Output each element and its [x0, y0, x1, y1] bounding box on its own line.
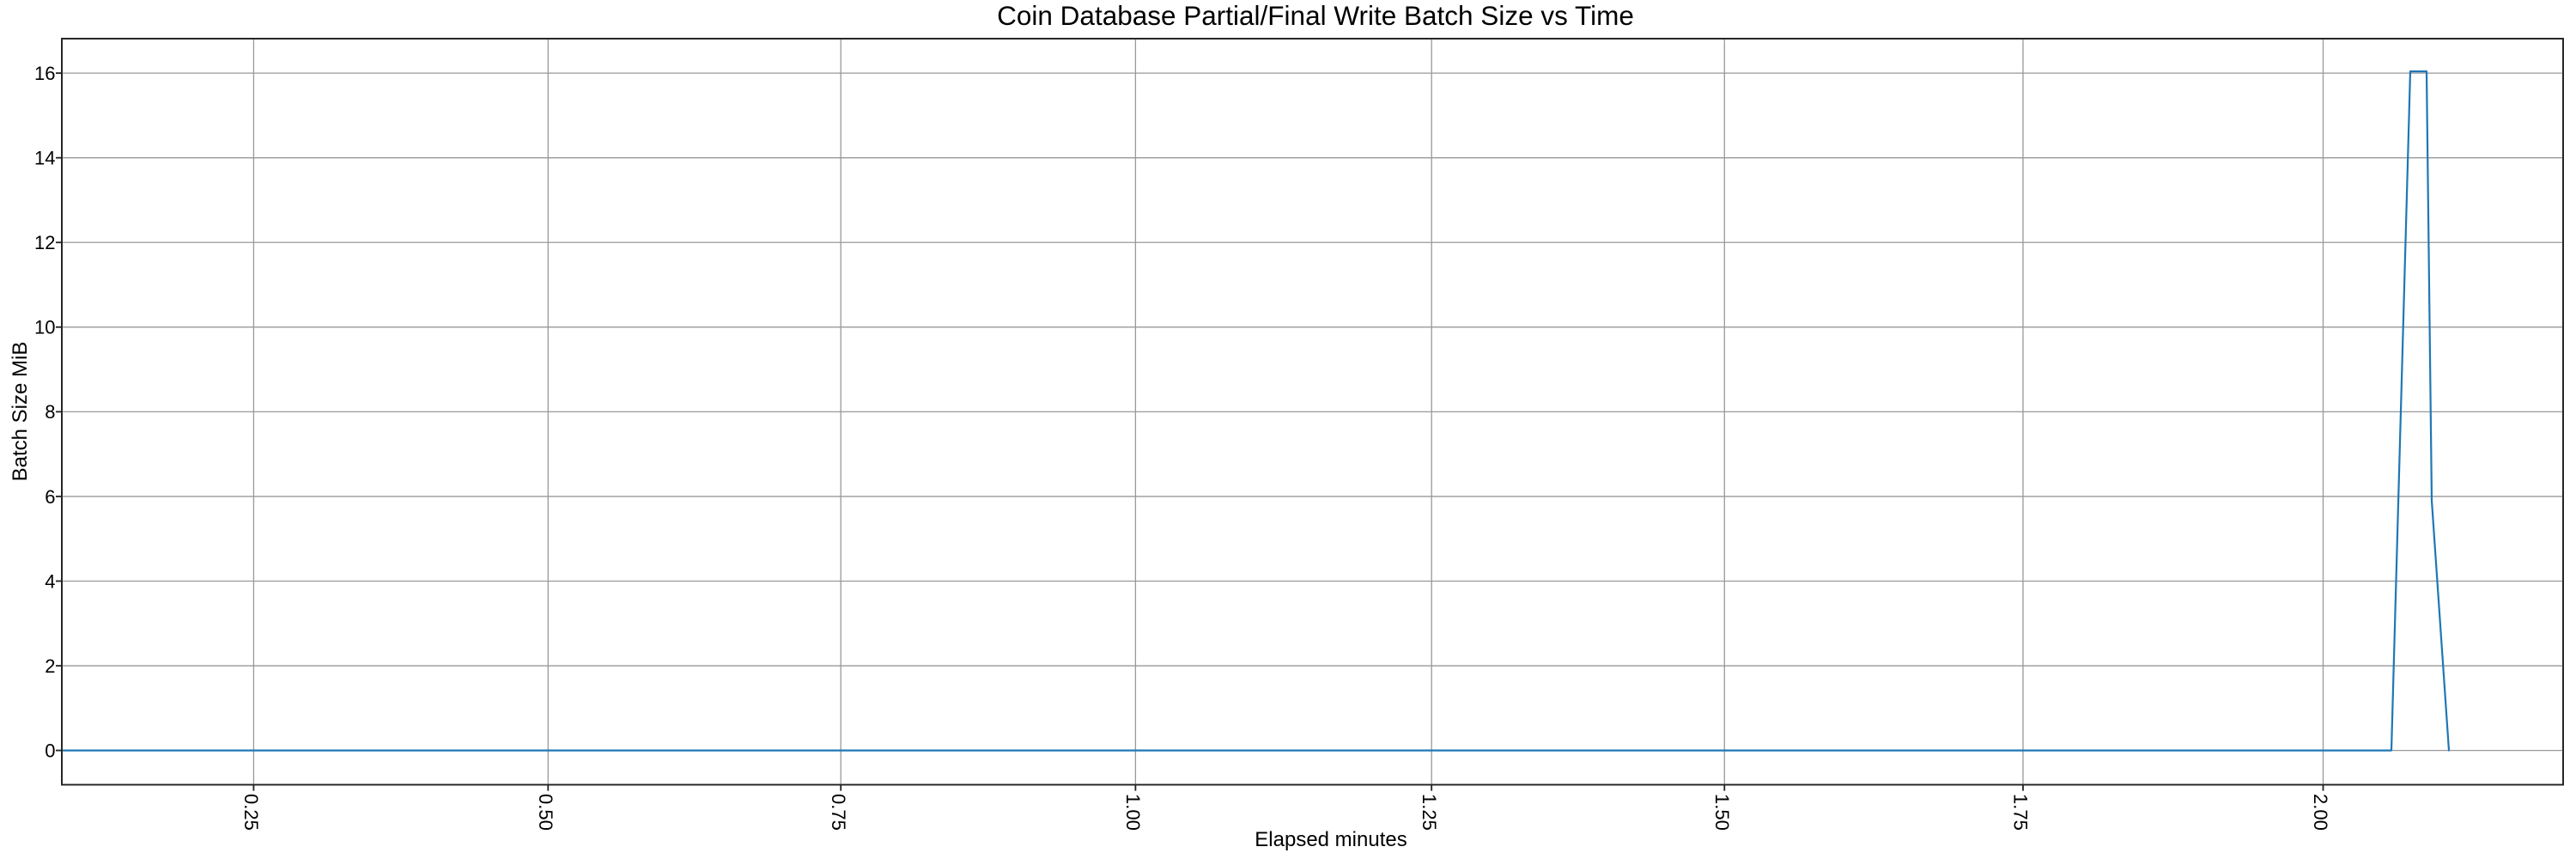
svg-text:0.75: 0.75	[828, 794, 849, 831]
svg-text:12: 12	[34, 232, 55, 253]
svg-text:0.50: 0.50	[535, 794, 556, 831]
svg-text:Elapsed minutes: Elapsed minutes	[1255, 828, 1406, 851]
svg-text:16: 16	[34, 63, 55, 84]
svg-text:1.25: 1.25	[1419, 794, 1440, 831]
svg-text:Batch Size MiB: Batch Size MiB	[9, 342, 32, 482]
svg-text:14: 14	[34, 148, 55, 169]
svg-text:8: 8	[45, 401, 55, 423]
svg-text:0: 0	[45, 740, 55, 762]
svg-text:Coin Database Partial/Final Wr: Coin Database Partial/Final Write Batch …	[997, 0, 1634, 31]
svg-text:1.75: 1.75	[2010, 794, 2032, 831]
svg-text:2.00: 2.00	[2310, 794, 2331, 831]
svg-text:0.25: 0.25	[240, 794, 262, 831]
svg-text:6: 6	[45, 486, 55, 508]
svg-text:10: 10	[34, 317, 55, 338]
svg-text:1.00: 1.00	[1122, 794, 1144, 831]
svg-text:1.50: 1.50	[1711, 794, 1733, 831]
svg-text:2: 2	[45, 655, 55, 677]
svg-text:4: 4	[45, 570, 55, 592]
